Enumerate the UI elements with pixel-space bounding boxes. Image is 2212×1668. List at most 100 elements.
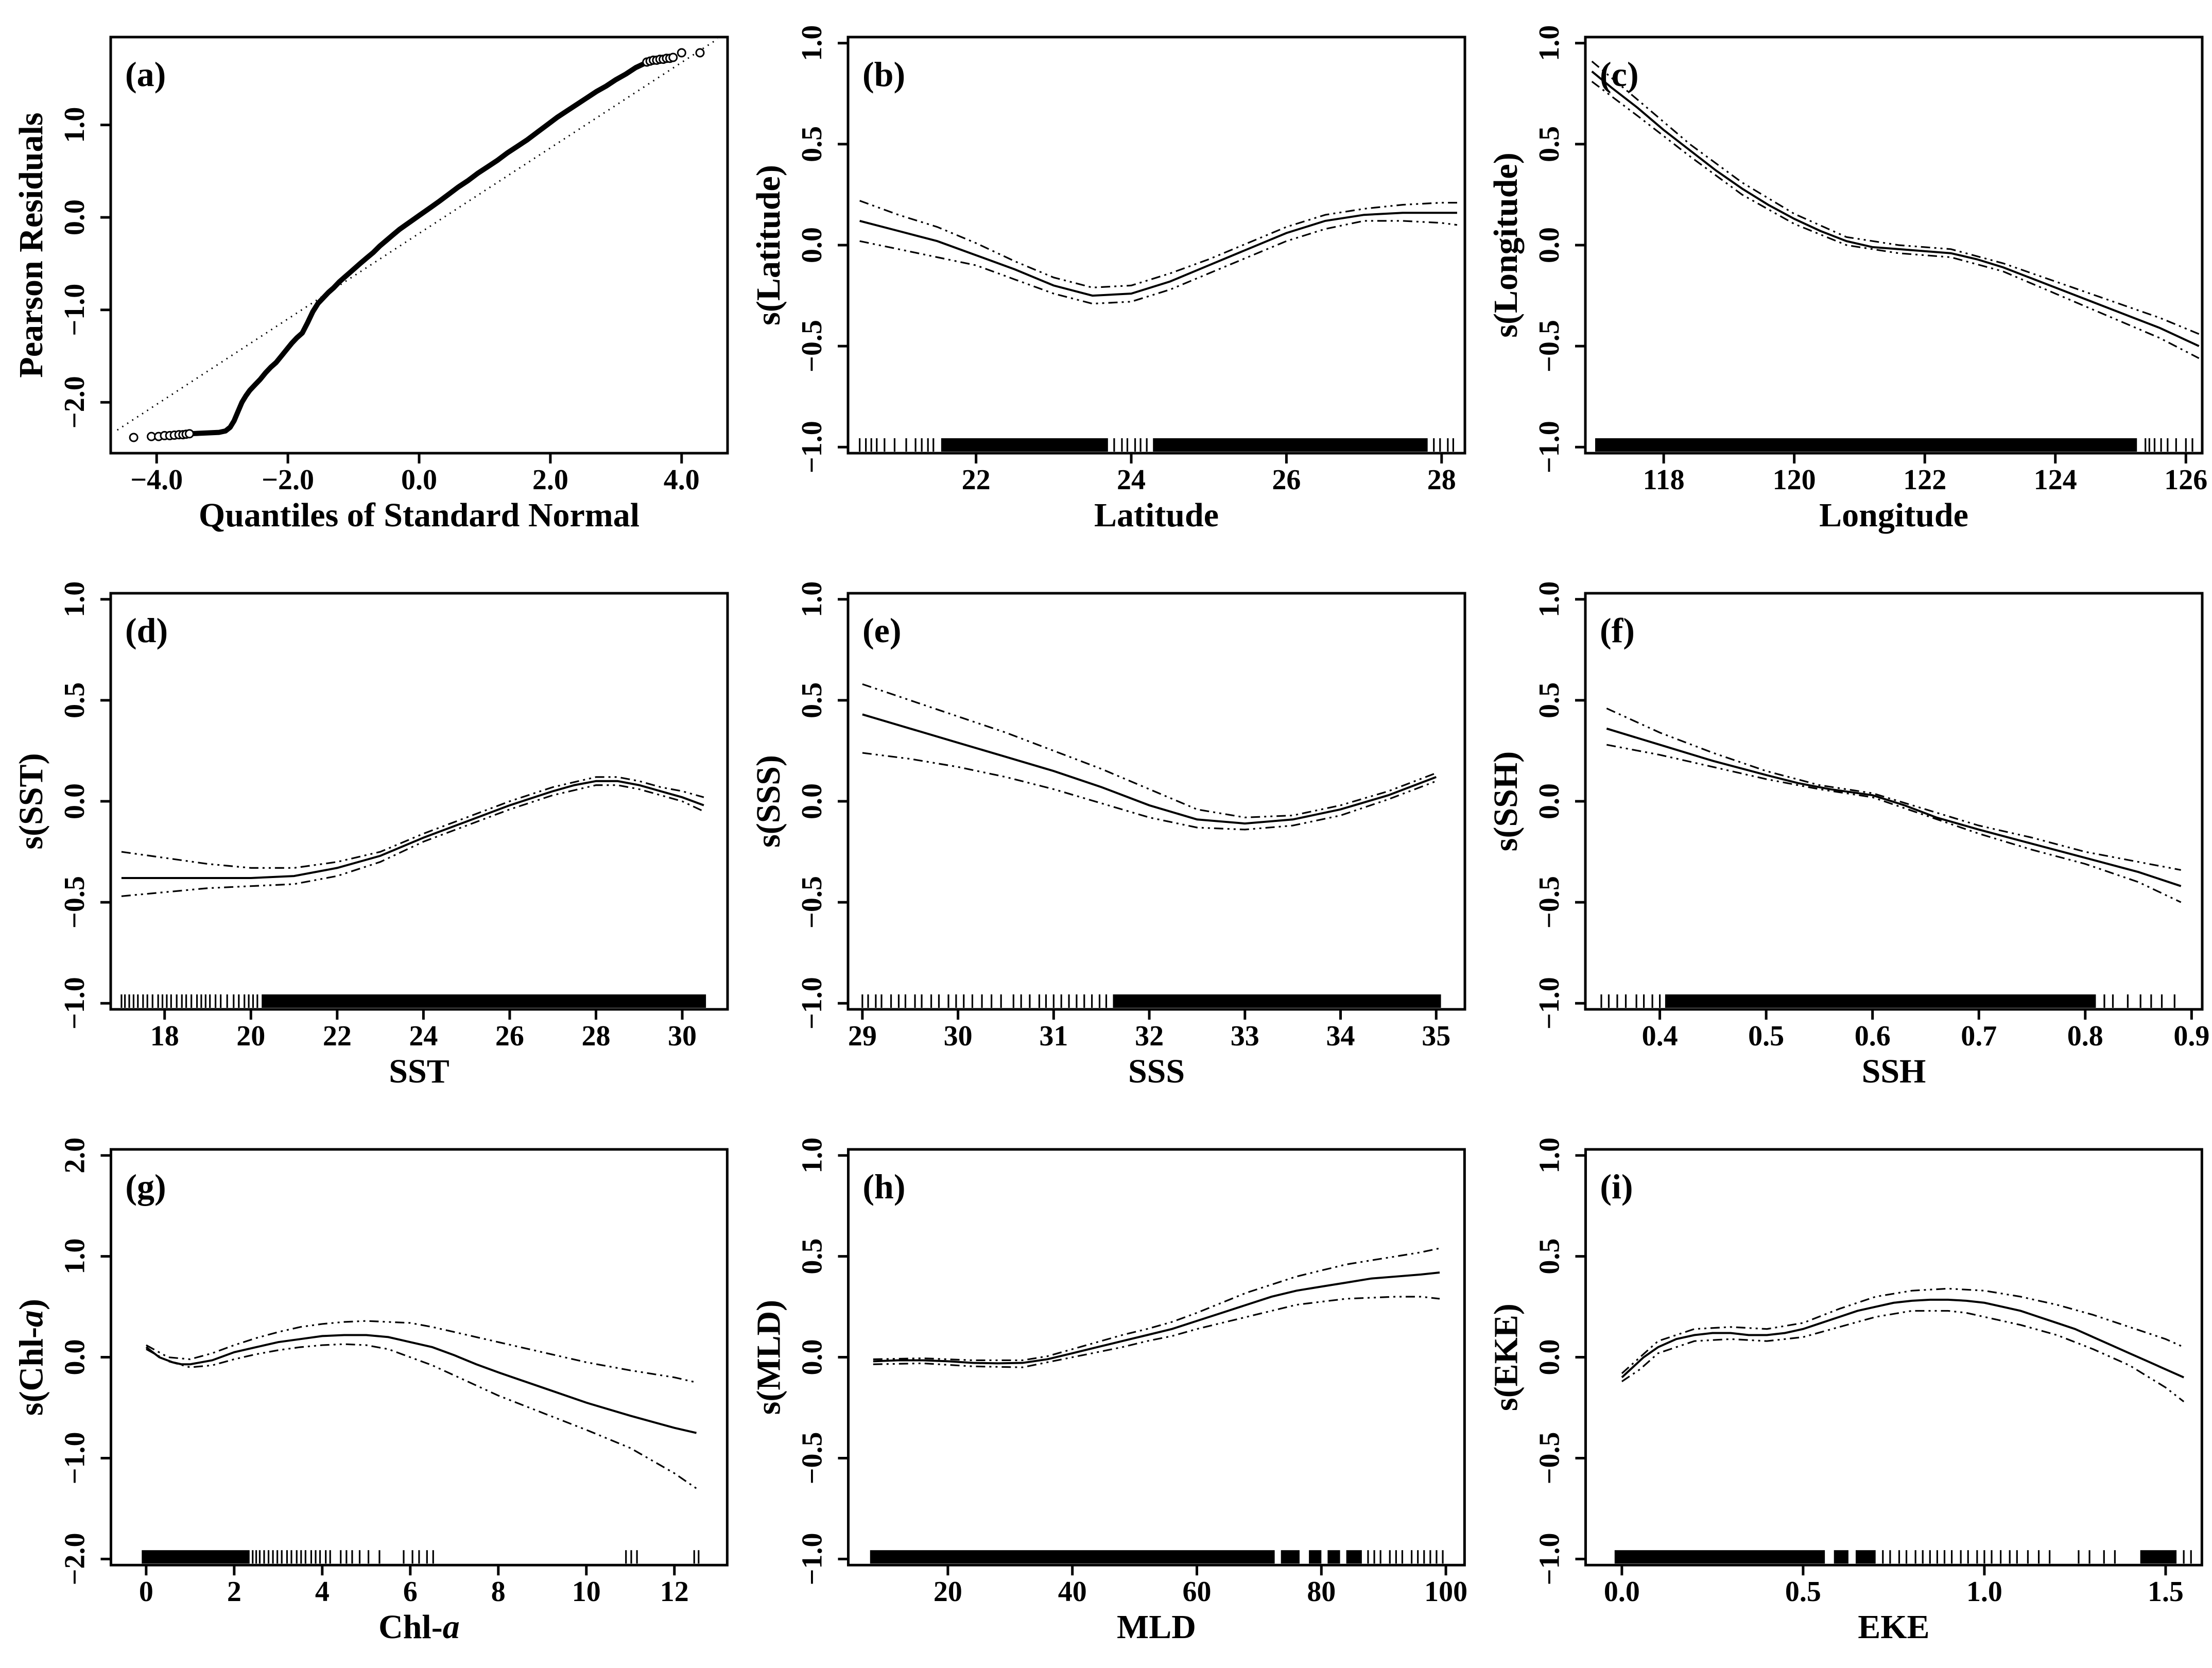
y-tick-label: 0.0 — [59, 1339, 91, 1375]
x-axis-title: Quantiles of Standard Normal — [199, 496, 640, 534]
y-tick-label: 1.0 — [1533, 25, 1565, 61]
qq-point — [668, 53, 678, 62]
rug-band — [941, 438, 1108, 452]
x-tick-label: 34 — [1326, 1020, 1355, 1052]
y-tick-label: −1.0 — [59, 284, 91, 336]
x-tick-label: 0 — [139, 1576, 153, 1608]
x-tick-label: 0.7 — [1961, 1020, 1997, 1052]
y-tick-label: −0.5 — [796, 876, 828, 928]
upper-ci-line — [121, 776, 704, 869]
fit-line — [859, 212, 1457, 297]
y-axis-title: s(Chl-a) — [13, 1299, 50, 1416]
rug-band — [1595, 438, 2137, 452]
y-tick-label: 1.0 — [59, 581, 91, 617]
x-axis-title: Chl-a — [378, 1608, 460, 1646]
x-tick-label: 20 — [934, 1576, 962, 1608]
panel-g: 0 2 4 6 8 10 12 2.0 1.0 0.0 −1.0 −2.0 Chl-a s(Chl-a) (… — [0, 1112, 737, 1668]
x-axis-title: SST — [389, 1053, 449, 1090]
x-tick-label: 0.9 — [2173, 1020, 2209, 1052]
x-tick-label: 28 — [1427, 464, 1456, 496]
y-axis-title: Pearson Residuals — [12, 112, 50, 377]
plot-box — [846, 1148, 1466, 1567]
y-tick-label: 1.0 — [796, 25, 828, 61]
rug-band — [1834, 1550, 1848, 1564]
rug-band — [1346, 1550, 1362, 1564]
y-tick-label: 1.0 — [1534, 1138, 1566, 1174]
rug-band — [1327, 1550, 1340, 1564]
x-tick-label: 32 — [1135, 1020, 1164, 1052]
lower-ci-line — [1621, 1310, 2185, 1403]
panel-letter: (i) — [1600, 1167, 1633, 1206]
y-tick-label: −0.5 — [59, 876, 91, 928]
panel-letter: (c) — [1600, 55, 1638, 94]
panel-a-chart: −4.0 −2.0 0.0 2.0 4.01.00.0−1.0−2.0Quantiles… — [12, 36, 729, 534]
y-tick-label: 0.5 — [796, 682, 828, 718]
x-tick-label: −4.0 — [130, 464, 183, 496]
x-tick-label: 28 — [581, 1020, 610, 1052]
plot-box — [846, 592, 1466, 1011]
fit-line — [1621, 1298, 2184, 1379]
y-tick-label: −2.0 — [59, 1533, 91, 1586]
x-tick-label: 100 — [1424, 1576, 1467, 1608]
y-axis-title: s(SSH) — [1487, 751, 1525, 851]
y-tick-label: −1.0 — [796, 421, 828, 473]
y-tick-label: −0.5 — [1534, 1432, 1566, 1485]
y-tick-label: 0.5 — [1533, 126, 1565, 162]
x-tick-label: 2 — [227, 1576, 241, 1608]
y-tick-label: −0.5 — [797, 1432, 828, 1485]
x-tick-label: 4.0 — [664, 464, 700, 496]
x-tick-label: 24 — [409, 1020, 438, 1052]
panel-g-chart: 0 2 4 6 8 10 12 2.0 1.0 0.0 −1.0 −2.0 Chl-a s(Chl-a) (… — [13, 1138, 729, 1646]
lower-ci-line — [121, 784, 704, 897]
x-tick-label: 126 — [2164, 464, 2207, 496]
y-tick-label: 1.0 — [797, 1138, 828, 1174]
x-tick-label: 120 — [1773, 464, 1816, 496]
panel-e-chart: 29 30 31 32 33 34 35 1.0 0.5 0.0 −0.5 −1.0 SSS s(SSS)… — [750, 581, 1466, 1090]
fit-line — [1606, 727, 2182, 887]
y-tick-label: 1.0 — [796, 581, 828, 617]
y-tick-label: 0.5 — [1534, 1239, 1566, 1275]
y-tick-label: −0.5 — [796, 320, 828, 372]
rug-band — [1281, 1550, 1300, 1564]
rug-band — [870, 1550, 1275, 1564]
x-tick-label: 26 — [495, 1020, 524, 1052]
x-axis-title: EKE — [1858, 1608, 1929, 1646]
y-tick-label: −1.0 — [1533, 421, 1565, 473]
qq-point — [129, 433, 139, 442]
x-tick-label: 31 — [1039, 1020, 1068, 1052]
x-tick-label: 0.0 — [401, 464, 437, 496]
y-tick-label: −2.0 — [59, 376, 91, 428]
fit-line — [1591, 71, 2200, 347]
upper-ci-line — [146, 1320, 697, 1384]
y-tick-label: −1.0 — [1533, 977, 1565, 1029]
fit-line — [862, 713, 1437, 825]
y-tick-label: 0.0 — [1534, 1339, 1566, 1375]
x-tick-label: 18 — [150, 1020, 179, 1052]
rug-band — [1309, 1550, 1322, 1564]
y-tick-label: 0.5 — [59, 682, 91, 718]
rug-band — [1113, 994, 1441, 1008]
x-tick-label: 12 — [660, 1576, 689, 1608]
x-tick-label: 20 — [236, 1020, 265, 1052]
y-tick-label: 0.5 — [796, 126, 828, 162]
qq-curve — [186, 60, 648, 437]
x-tick-label: 22 — [962, 464, 991, 496]
upper-ci-line — [859, 200, 1457, 289]
qq-point — [184, 429, 194, 439]
x-tick-label: 0.4 — [1642, 1020, 1678, 1052]
fit-line — [873, 1271, 1440, 1365]
panel-h-chart: 20 40 60 80 100 1.0 0.5 0.0 −0.5 −1.0 MLD s(MLD) (h) — [750, 1138, 1467, 1646]
x-tick-label: 8 — [491, 1576, 506, 1608]
y-tick-label: 1.0 — [59, 107, 91, 143]
upper-ci-line — [873, 1247, 1440, 1362]
x-tick-label: 0.5 — [1785, 1576, 1821, 1608]
lower-ci-line — [873, 1296, 1440, 1368]
x-tick-label: 30 — [668, 1020, 697, 1052]
y-tick-label: 1.0 — [59, 1239, 91, 1275]
y-tick-label: 0.0 — [796, 227, 828, 263]
y-tick-label: −1.0 — [1534, 1533, 1566, 1586]
panel-letter: (e) — [862, 611, 901, 650]
y-axis-title: s(Latitude) — [750, 165, 787, 325]
x-axis-title: MLD — [1117, 1608, 1196, 1646]
